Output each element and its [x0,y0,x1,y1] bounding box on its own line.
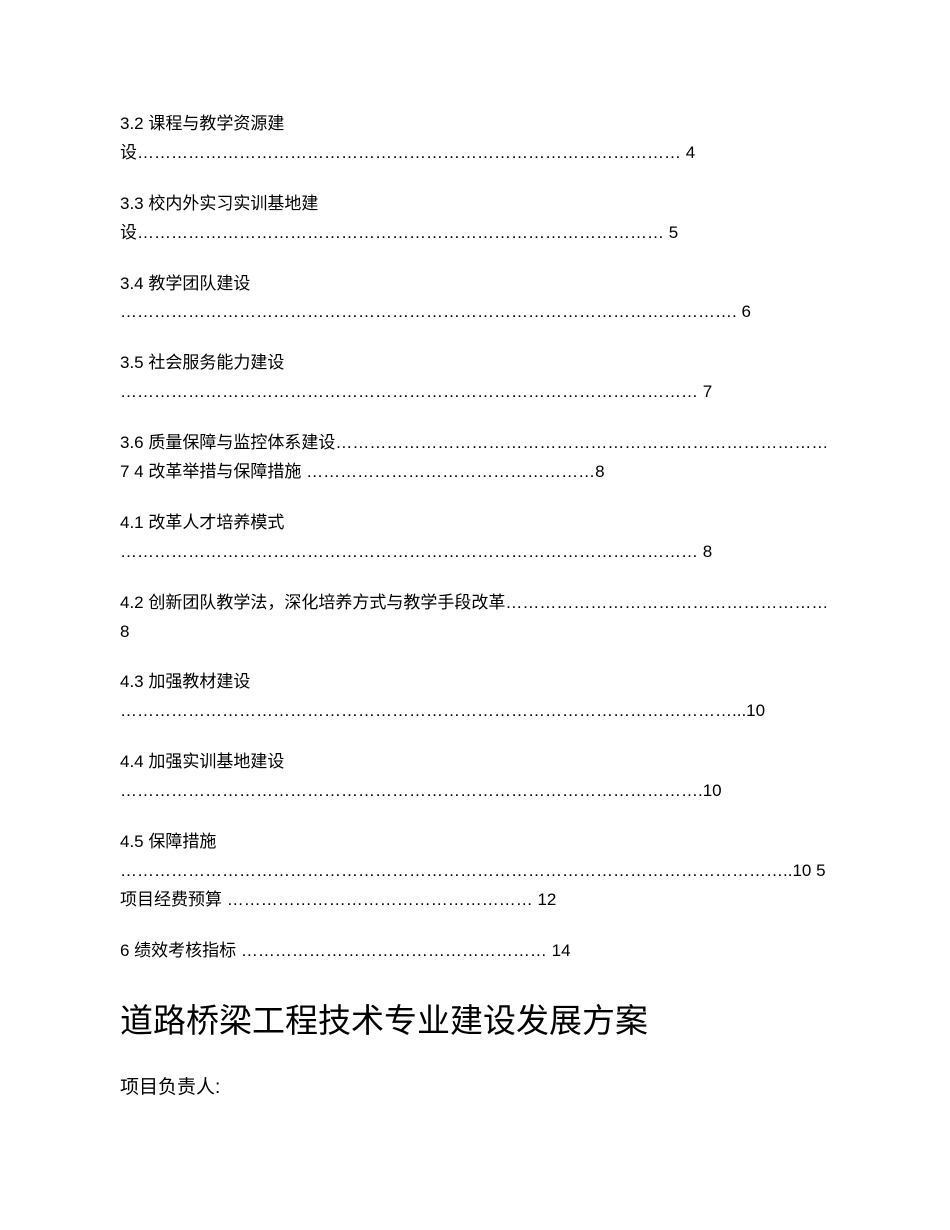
toc-entry: 3.2 课程与教学资源建设………………………………………………………………………… [120,110,830,168]
document-title: 道路桥梁工程技术专业建设发展方案 [120,994,830,1042]
toc-entry: 3.5 社会服务能力建设 ………………………………………………………………………… [120,349,830,407]
toc-entry: 4.2 创新团队教学法，深化培养方式与教学手段改革………………………………………… [120,589,830,647]
toc-entry: 3.4 教学团队建设 ……………………………………………………………………………… [120,270,830,328]
toc-entry: 4.4 加强实训基地建设 ………………………………………………………………………… [120,748,830,806]
project-leader-label: 项目负责人: [120,1072,830,1099]
toc-entry: 3.6 质量保障与监控体系建设…………………………………………………………………… [120,429,830,487]
toc-entry: 4.1 改革人才培养模式 ………………………………………………………………………… [120,509,830,567]
toc-entry: 6 绩效考核指标 ……………………………………………… 14 [120,937,830,966]
toc-section: 3.2 课程与教学资源建设………………………………………………………………………… [120,110,830,966]
toc-entry: 4.5 保障措施 …………………………………………………………………………………… [120,828,830,915]
toc-entry: 4.3 加强教材建设 ……………………………………………………………………………… [120,668,830,726]
toc-entry: 3.3 校内外实习实训基地建设…………………………………………………………………… [120,190,830,248]
